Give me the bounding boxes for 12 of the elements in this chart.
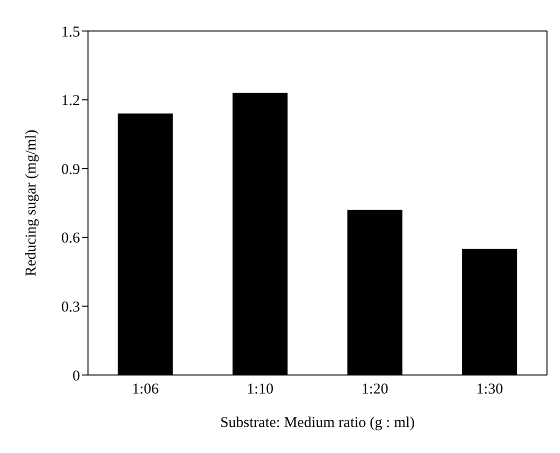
y-tick-label: 0.6 xyxy=(61,230,80,247)
y-axis-title: Reducing sugar (mg/ml) xyxy=(23,130,40,276)
x-tick-label: 1:20 xyxy=(362,382,388,398)
x-tick-label: 1:06 xyxy=(132,382,160,398)
y-tick-label: 1.2 xyxy=(61,93,80,110)
x-axis-title: Substrate: Medium ratio (g : ml) xyxy=(220,415,415,431)
y-tick-label: 1.5 xyxy=(61,24,80,40)
x-tick-label: 1:30 xyxy=(476,382,503,398)
y-tick-label: 0.9 xyxy=(61,162,80,178)
y-tick-label: 0 xyxy=(72,368,80,384)
y-tick-label: 0.3 xyxy=(61,300,80,316)
x-tick-label: 1:10 xyxy=(246,382,274,398)
